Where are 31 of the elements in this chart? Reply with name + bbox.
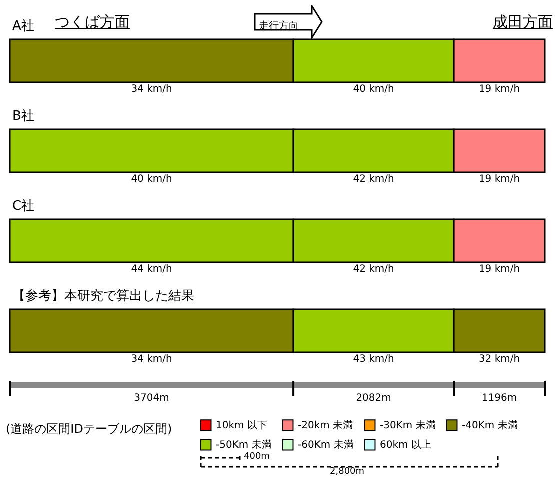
legend-label: -40Km 未満 — [462, 419, 518, 432]
text: 1196m — [482, 393, 518, 404]
text: (道路の区間IDテーブルの区間) — [6, 421, 172, 438]
annotation: 19 km/h — [478, 174, 520, 185]
legend-label: -60Km 未満 — [298, 439, 354, 451]
annotation: 42 km/h — [353, 264, 394, 275]
y-tick-label: A社 — [12, 19, 34, 34]
annotation: 40 km/h — [353, 84, 394, 95]
annotation: 40 km/h — [131, 174, 172, 185]
legend-label: 10km 以下 — [216, 419, 268, 432]
annotation: 19 km/h — [478, 264, 520, 275]
text: 32 km/h — [478, 354, 520, 365]
legend-label: 60km 以上 — [380, 439, 432, 451]
annotation: 42 km/h — [353, 174, 394, 185]
annotation: 44 km/h — [131, 264, 172, 275]
annotation: 34 km/h — [131, 84, 172, 95]
annotation: 成田方面 — [493, 13, 553, 32]
y-tick-label: C社 — [12, 199, 35, 214]
legend-label: -50Km 未満 — [216, 439, 272, 451]
text: 2082m — [356, 393, 392, 404]
text: 3704m — [134, 393, 170, 404]
y-tick-label: B社 — [12, 109, 34, 124]
y-tick-label: 【参考】本研究で算出した結果 — [12, 289, 194, 304]
text: 43 km/h — [353, 354, 394, 365]
annotation: 19 km/h — [478, 84, 520, 95]
annotation: つくば方面 — [55, 13, 130, 32]
text: 400m — [244, 452, 270, 462]
legend-label: -20km 未満 — [298, 419, 354, 432]
legend-label: -30Km 未満 — [380, 419, 436, 432]
text: 2,800m — [330, 467, 365, 477]
text: 34 km/h — [131, 354, 172, 365]
